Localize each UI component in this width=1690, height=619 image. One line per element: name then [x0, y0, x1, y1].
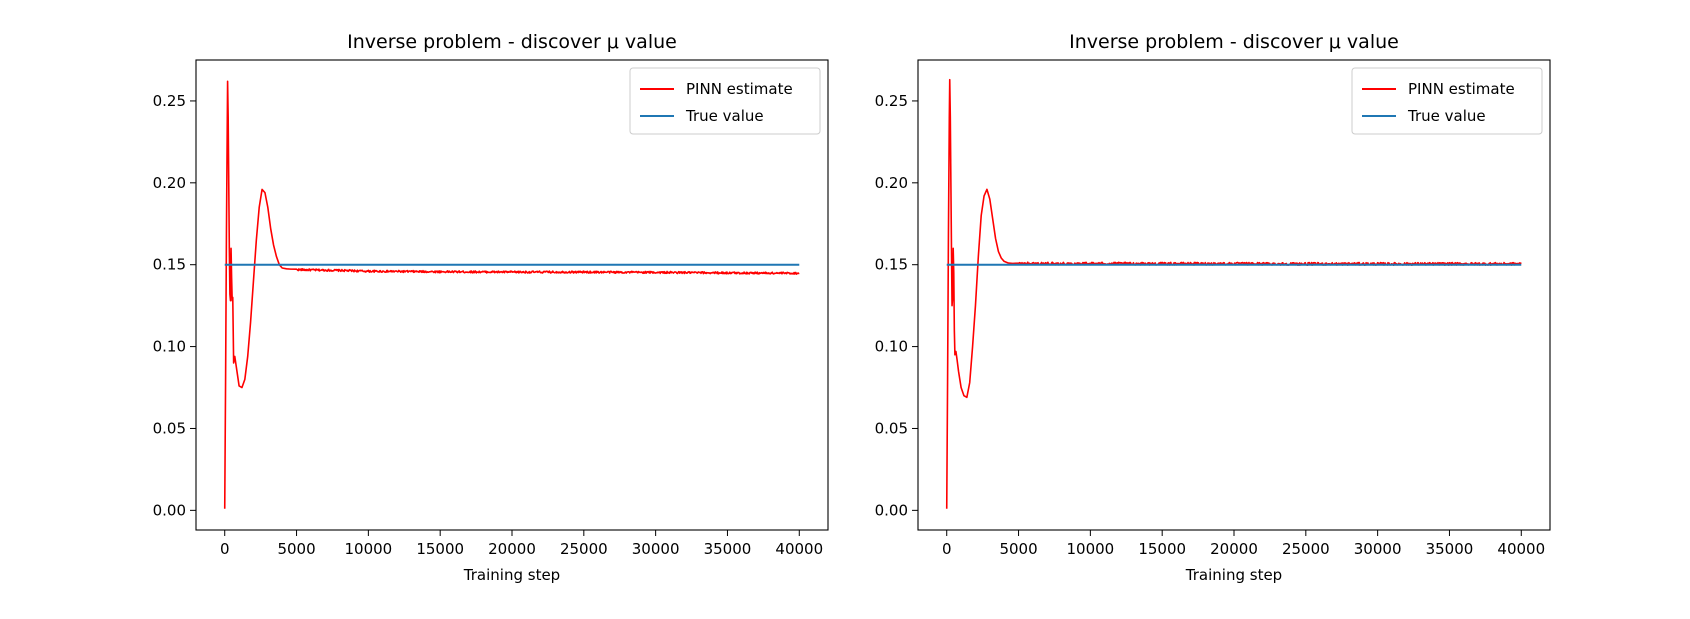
chart-left-pinn-estimate-line	[223, 80, 800, 509]
chart-right-x-tick-label: 30000	[1354, 540, 1402, 558]
chart-left-x-axis: 0 5000 10000 15000 20000 25000 30000 35000 40000	[220, 530, 823, 558]
chart-right-y-tick-label: 0.20	[875, 174, 908, 192]
chart-right-x-tick-label: 35000	[1426, 540, 1474, 558]
chart-right-legend-label-pinn: PINN estimate	[1408, 80, 1515, 98]
chart-left-y-axis: 0.00 0.05 0.10 0.15 0.20 0.25	[153, 92, 196, 519]
chart-left-x-tick-label: 20000	[488, 540, 536, 558]
chart-left-legend: PINN estimate True value	[629, 67, 821, 135]
chart-right-x-tick-label: 15000	[1138, 540, 1186, 558]
chart-left: Inverse problem - discover μ value 0 5000…	[153, 31, 829, 584]
chart-right-y-tick-label: 0.15	[875, 256, 908, 274]
chart-left-x-tick-label: 35000	[704, 540, 752, 558]
chart-right-y-tick-label: 0.25	[875, 92, 908, 110]
chart-right-legend-box	[1351, 67, 1543, 135]
chart-left-y-tick-label: 0.10	[153, 338, 186, 356]
chart-right-x-tick-label: 40000	[1497, 540, 1545, 558]
chart-right-y-tick-label: 0.00	[875, 501, 908, 519]
chart-right-series-layer	[945, 78, 1522, 509]
chart-left-y-tick-label: 0.00	[153, 501, 186, 519]
chart-left-x-tick-label: 0	[220, 540, 230, 558]
chart-left-x-tick-label: 40000	[775, 540, 823, 558]
chart-left-x-tick-label: 10000	[345, 540, 393, 558]
chart-right-x-tick-label: 20000	[1210, 540, 1258, 558]
chart-right-plot-area	[917, 59, 1551, 531]
chart-left-legend-box	[629, 67, 821, 135]
chart-right-x-tick-label: 10000	[1067, 540, 1115, 558]
chart-right-x-tick-label: 5000	[999, 540, 1037, 558]
chart-right-x-tick-label: 25000	[1282, 540, 1330, 558]
chart-right-legend-label-true: True value	[1407, 107, 1486, 125]
chart-left-legend-label-pinn: PINN estimate	[686, 80, 793, 98]
chart-right-x-tick-label: 0	[942, 540, 952, 558]
chart-right: Inverse problem - discover μ value 0 5000…	[875, 31, 1551, 584]
chart-left-y-tick-label: 0.20	[153, 174, 186, 192]
chart-left-y-tick-label: 0.25	[153, 92, 186, 110]
chart-right-y-tick-label: 0.10	[875, 338, 908, 356]
chart-right-x-axis-label: Training step	[1185, 566, 1282, 584]
chart-right-legend: PINN estimate True value	[1351, 67, 1543, 135]
chart-left-x-tick-label: 25000	[560, 540, 608, 558]
chart-right-y-tick-label: 0.05	[875, 419, 908, 437]
chart-left-legend-label-true: True value	[685, 107, 764, 125]
chart-right-x-axis: 0 5000 10000 15000 20000 25000 30000 35000 40000	[942, 530, 1545, 558]
chart-left-y-tick-label: 0.15	[153, 256, 186, 274]
chart-left-series-layer	[223, 80, 800, 509]
chart-left-x-tick-label: 5000	[277, 540, 315, 558]
chart-left-x-axis-label: Training step	[463, 566, 560, 584]
chart-right-title: Inverse problem - discover μ value	[1069, 31, 1399, 53]
chart-left-y-tick-label: 0.05	[153, 419, 186, 437]
chart-right-y-axis: 0.00 0.05 0.10 0.15 0.20 0.25	[875, 92, 918, 519]
chart-left-x-tick-label: 30000	[632, 540, 680, 558]
chart-left-x-tick-label: 15000	[416, 540, 464, 558]
chart-left-title: Inverse problem - discover μ value	[347, 31, 677, 53]
